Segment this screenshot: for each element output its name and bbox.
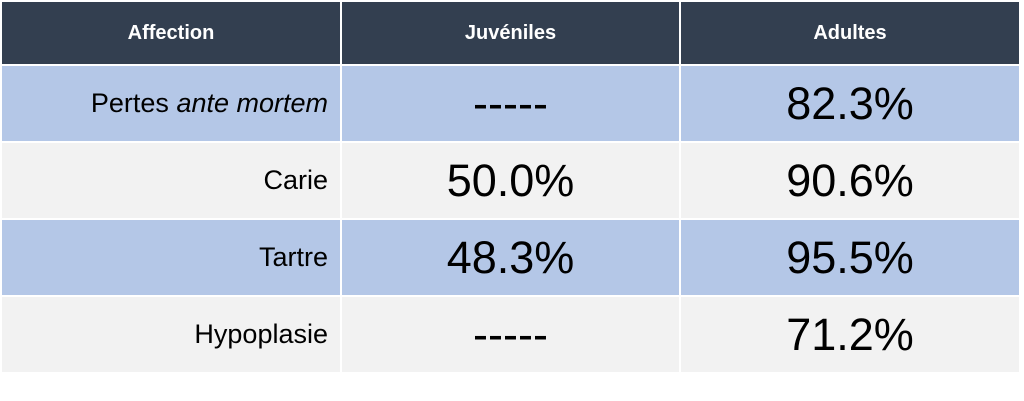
- row-label: Pertes ante mortem: [2, 66, 340, 141]
- cell: 50.0%: [342, 143, 679, 218]
- cell: 82.3%: [681, 66, 1019, 141]
- cell: 90.6%: [681, 143, 1019, 218]
- table: Affection Juvéniles Adultes Pertes ante …: [2, 2, 1019, 372]
- row-label: Tartre: [2, 220, 340, 295]
- cell: -----: [342, 297, 679, 372]
- header-cell: Juvéniles: [342, 2, 679, 64]
- header-cell: Adultes: [681, 2, 1019, 64]
- cell: 95.5%: [681, 220, 1019, 295]
- row-label: Carie: [2, 143, 340, 218]
- header-cell: Affection: [2, 2, 340, 64]
- label-emphasis: ante mortem: [176, 88, 328, 118]
- label-text: Pertes: [90, 88, 169, 118]
- row-label: Hypoplasie: [2, 297, 340, 372]
- cell: 48.3%: [342, 220, 679, 295]
- cell: -----: [342, 66, 679, 141]
- cell: 71.2%: [681, 297, 1019, 372]
